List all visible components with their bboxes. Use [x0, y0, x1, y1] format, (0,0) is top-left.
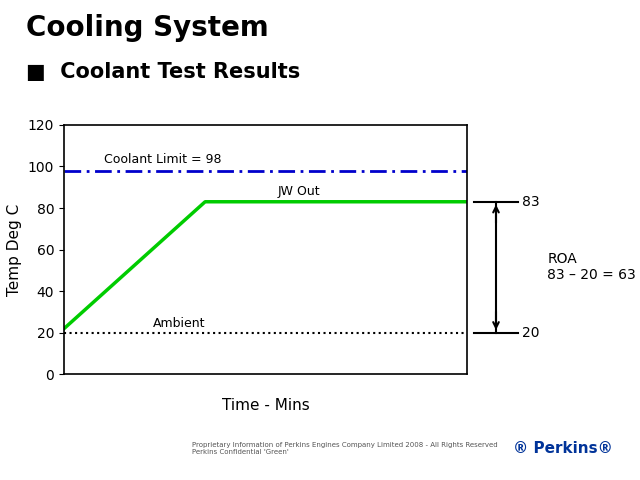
Text: ■  Coolant Test Results: ■ Coolant Test Results [26, 62, 300, 83]
Text: ROA
83 – 20 = 63: ROA 83 – 20 = 63 [547, 252, 636, 282]
Text: Coolant Limit = 98: Coolant Limit = 98 [104, 154, 222, 167]
Text: Cooling System: Cooling System [26, 14, 268, 42]
Text: 20: 20 [522, 326, 539, 340]
Text: ® Perkins®: ® Perkins® [513, 441, 613, 456]
Text: 83: 83 [522, 195, 540, 209]
Text: Ambient: Ambient [153, 317, 205, 330]
Y-axis label: Temp Deg C: Temp Deg C [7, 204, 22, 296]
Text: Time - Mins: Time - Mins [221, 398, 310, 413]
Text: Proprietary Information of Perkins Engines Company Limited 2008 - All Rights Res: Proprietary Information of Perkins Engin… [192, 442, 498, 456]
Text: JW Out: JW Out [278, 185, 321, 198]
